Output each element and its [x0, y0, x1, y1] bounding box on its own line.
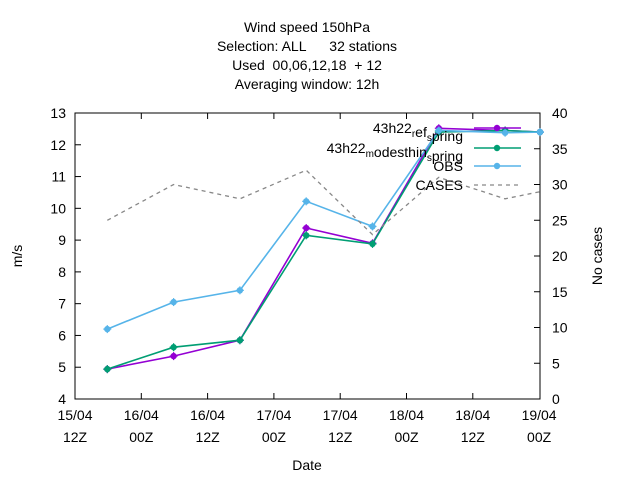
y2-tick-label: 5	[552, 355, 560, 371]
x-tick-label-date: 17/04	[256, 407, 291, 423]
x-tick-label-hour: 00Z	[129, 429, 154, 445]
x-tick-label-date: 15/04	[57, 407, 92, 423]
x-tick-label-hour: 12Z	[63, 429, 88, 445]
title-line-3: Used 00,06,12,18 + 12	[232, 57, 382, 73]
y-tick-label: 12	[50, 137, 66, 153]
y-tick-label: 6	[58, 327, 66, 343]
y2-tick-label: 30	[552, 177, 568, 193]
y2-tick-label: 10	[552, 320, 568, 336]
x-tick-label-date: 19/04	[522, 407, 557, 423]
title-line-1: Wind speed 150hPa	[244, 19, 370, 35]
x-tick-label-hour: 00Z	[262, 429, 287, 445]
x-tick-label-hour: 12Z	[461, 429, 486, 445]
legend-swatch-point	[493, 144, 501, 152]
series-line-1	[107, 127, 541, 370]
x-axis-label: Date	[292, 457, 322, 473]
x-tick-label-date: 18/04	[455, 407, 490, 423]
x-tick-label-date: 18/04	[389, 407, 424, 423]
y-tick-label: 11	[51, 169, 66, 185]
legend-swatch-point	[493, 162, 501, 170]
x-tick-label-hour: 12Z	[196, 429, 221, 445]
legend-label: 43h22modesthinspring	[327, 140, 463, 164]
legend-label: CASES	[416, 177, 463, 193]
title-line-2: Selection: ALL 32 stations	[217, 38, 397, 54]
legend-swatch-point	[493, 124, 501, 132]
y2-axis-ticks: 0 5 10 15 20 25 30 35 40	[534, 105, 568, 407]
y-tick-label: 7	[58, 296, 66, 312]
chart-title: Wind speed 150hPa Selection: ALL 32 stat…	[217, 19, 397, 92]
y2-tick-label: 35	[552, 141, 568, 157]
y-tick-label: 13	[50, 105, 66, 121]
x-tick-label-date: 16/04	[190, 407, 225, 423]
y-tick-label: 5	[58, 359, 66, 375]
y2-tick-label: 0	[552, 391, 560, 407]
y2-tick-label: 15	[552, 284, 568, 300]
series-line-4	[106, 169, 541, 236]
y-tick-label: 9	[58, 232, 66, 248]
y2-tick-label: 25	[552, 212, 568, 228]
y2-axis-label: No cases	[589, 227, 605, 285]
y-tick-label: 10	[50, 200, 66, 216]
y-tick-label: 4	[58, 391, 66, 407]
legend-label: 43h22refspring	[373, 120, 463, 144]
legend-label: OBS	[433, 158, 463, 174]
x-tick-label-date: 16/04	[124, 407, 159, 423]
series-line-3	[106, 129, 541, 330]
x-axis-ticks: 15/04 12Z 16/04 00Z 16/04 12Z 17/04 00Z 17/04 12Z…	[57, 113, 557, 445]
x-tick-label-date: 17/04	[323, 407, 358, 423]
x-tick-label-hour: 00Z	[527, 429, 552, 445]
series-group	[103, 124, 544, 374]
y-axis-ticks: 4 5 6 7 8 9 10 11 12 13	[50, 105, 81, 407]
y2-tick-label: 40	[552, 105, 568, 121]
series-line-2	[107, 129, 541, 370]
y-tick-label: 8	[58, 264, 66, 280]
x-tick-label-hour: 12Z	[328, 429, 353, 445]
y-axis-label: m/s	[9, 245, 25, 268]
y2-tick-label: 20	[552, 248, 568, 264]
title-line-4: Averaging window: 12h	[235, 76, 380, 92]
x-tick-label-hour: 00Z	[394, 429, 419, 445]
